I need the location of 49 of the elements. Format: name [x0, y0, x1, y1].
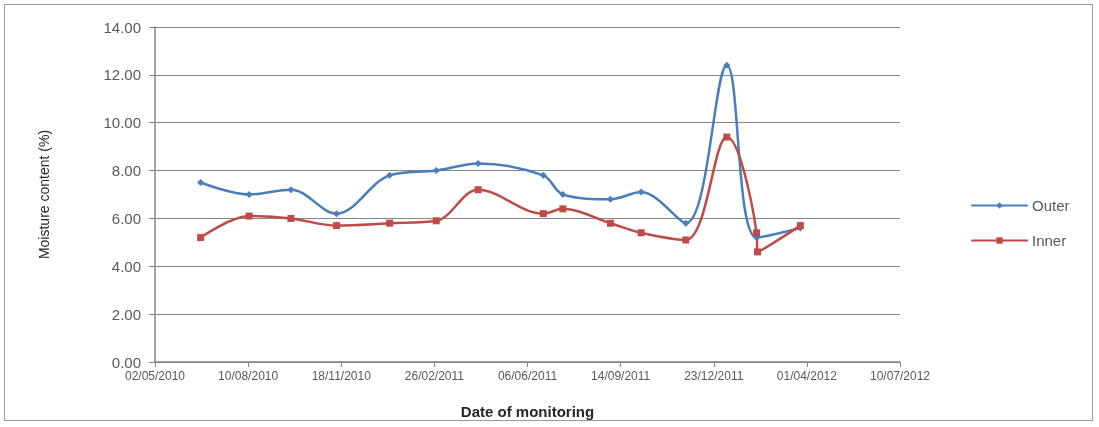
point	[606, 219, 614, 227]
point	[682, 219, 690, 227]
x-tick-label: 10/08/2010	[218, 369, 279, 383]
y-tick-label: 0.00	[111, 353, 141, 371]
point	[539, 171, 547, 179]
point	[539, 210, 547, 218]
y-tick-label: 10.00	[103, 114, 141, 132]
y-tick-label: 12.00	[103, 66, 141, 84]
point	[287, 214, 295, 222]
point	[197, 234, 205, 242]
point	[637, 188, 645, 196]
point	[606, 195, 614, 203]
point	[333, 222, 341, 230]
x-tick-label: 14/09/2011	[591, 369, 651, 383]
point	[559, 205, 567, 213]
x-tick-label: 06/06/2011	[497, 369, 558, 383]
point	[754, 248, 762, 256]
point	[723, 133, 731, 141]
point	[682, 236, 690, 244]
y-tick-label: 8.00	[111, 162, 141, 180]
x-tick-label: 02/05/2010	[124, 369, 186, 383]
point	[386, 171, 394, 179]
point	[245, 191, 253, 198]
point	[245, 212, 253, 220]
point	[474, 186, 482, 194]
y-axis-title: Moisture content (%)	[36, 129, 52, 260]
point	[432, 217, 440, 225]
point	[333, 210, 341, 218]
x-tick-label: 10/07/2012	[869, 369, 931, 383]
point	[723, 61, 731, 69]
legend-label: Inner	[1032, 232, 1067, 249]
y-tick-label: 6.00	[111, 209, 141, 227]
point	[287, 186, 295, 194]
y-tick-label: 2.00	[111, 305, 141, 323]
x-tick-label: 26/02/2011	[404, 369, 465, 383]
y-tick-label: 14.00	[103, 18, 141, 36]
legend-label: Outer	[1032, 197, 1070, 214]
point	[432, 167, 440, 175]
point	[386, 219, 394, 227]
x-tick-label: 23/12/2011	[684, 369, 744, 383]
x-tick-label: 18/11/2010	[311, 369, 372, 383]
point	[559, 191, 567, 198]
point	[197, 179, 205, 187]
x-tick-label: 01/04/2012	[776, 369, 838, 383]
point	[474, 159, 482, 167]
point	[637, 229, 645, 237]
x-axis-title: Date of monitoring	[460, 403, 595, 420]
point	[753, 229, 761, 237]
y-tick-label: 4.00	[111, 257, 141, 275]
